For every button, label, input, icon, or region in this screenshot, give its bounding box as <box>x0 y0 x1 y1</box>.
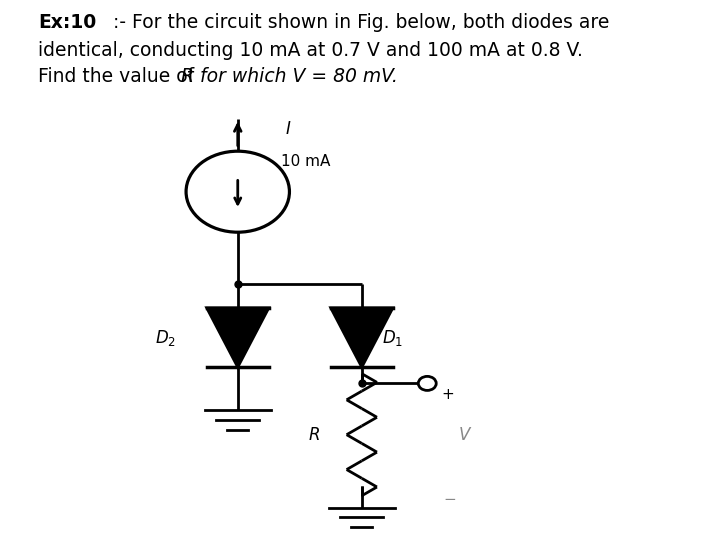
Text: I: I <box>286 120 291 138</box>
Text: $R$: $R$ <box>308 426 320 444</box>
Text: 10 mA: 10 mA <box>282 154 330 169</box>
Text: R for which V = 80 mV.: R for which V = 80 mV. <box>181 68 398 86</box>
Text: Find the value of: Find the value of <box>38 68 200 86</box>
Text: $D_2$: $D_2$ <box>155 327 176 348</box>
Text: identical, conducting 10 mA at 0.7 V and 100 mA at 0.8 V.: identical, conducting 10 mA at 0.7 V and… <box>38 40 582 59</box>
Text: −: − <box>443 492 456 507</box>
Text: +: + <box>441 387 454 402</box>
Text: $D_1$: $D_1$ <box>382 327 404 348</box>
Polygon shape <box>207 308 269 367</box>
Polygon shape <box>330 308 393 367</box>
Text: $V$: $V$ <box>458 426 472 444</box>
Text: Ex:10: Ex:10 <box>38 14 96 32</box>
Text: :- For the circuit shown in Fig. below, both diodes are: :- For the circuit shown in Fig. below, … <box>107 14 609 32</box>
Circle shape <box>418 376 436 390</box>
